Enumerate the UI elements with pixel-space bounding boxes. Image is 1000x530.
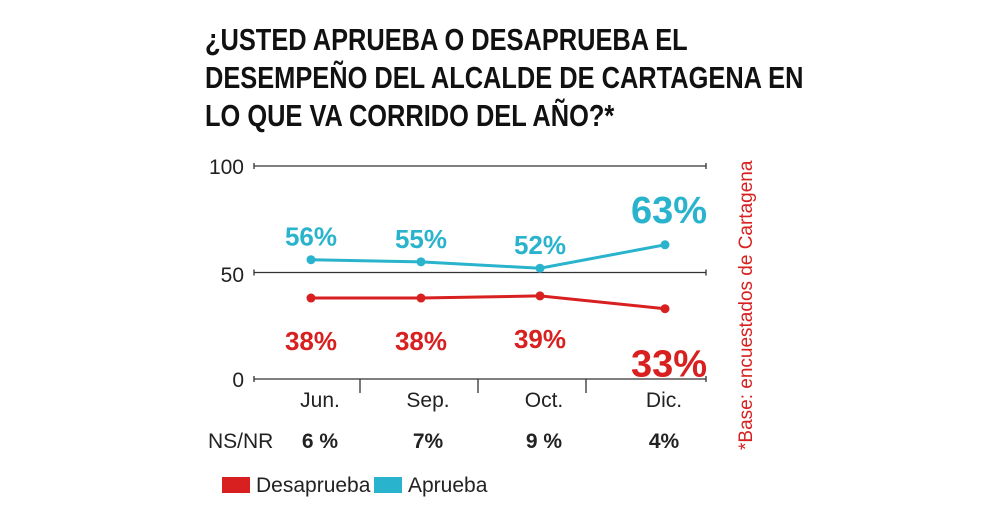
data-label: 56% (285, 222, 337, 252)
base-note: *Base: encuestados de Cartagena (736, 160, 757, 450)
legend-label-desaprueba: Desaprueba (256, 474, 371, 497)
data-label: 33% (631, 344, 707, 386)
x-tick-oct: Oct. (525, 389, 564, 412)
y-tick-0: 0 (232, 369, 244, 392)
y-axis: 100 50 0 (209, 156, 244, 392)
nsnr-value: 7% (413, 430, 444, 453)
title-line-2: DESEMPEÑO DEL ALCALDE DE CARTAGENA EN (205, 61, 803, 96)
chart-title: ¿USTED APRUEBA O DESAPRUEBA EL DESEMPEÑO… (205, 23, 803, 134)
y-tick-100: 100 (209, 156, 244, 179)
data-point (660, 240, 670, 250)
data-label: 52% (514, 230, 566, 260)
x-tick-sep: Sep. (406, 389, 449, 412)
data-point (416, 257, 426, 267)
data-label: 38% (395, 326, 447, 356)
data-point (535, 291, 545, 301)
data-label: 38% (285, 326, 337, 356)
nsnr-value: 4% (649, 430, 680, 453)
series-line (311, 294, 666, 311)
nsnr-value: 9 % (526, 430, 563, 453)
series-aprueba: 56% 55% 52% 63% (285, 190, 707, 273)
x-tick-jun: Jun. (300, 389, 340, 412)
title-line-1: ¿USTED APRUEBA O DESAPRUEBA EL (205, 23, 688, 58)
y-tick-50: 50 (221, 264, 244, 287)
data-label: 39% (514, 324, 566, 354)
title-line-3: LO QUE VA CORRIDO DEL AÑO?* (205, 99, 614, 134)
series-desaprueba: 38% 38% 39% 33% (285, 291, 707, 386)
data-point (306, 293, 316, 303)
data-label: 63% (631, 190, 707, 232)
legend-swatch-desaprueba (222, 477, 250, 493)
data-point (416, 293, 426, 303)
x-axis: Jun. Sep. Oct. Dic. (300, 389, 682, 412)
legend: Desaprueba Aprueba (222, 474, 488, 497)
grid (253, 163, 707, 393)
nsnr-row: NS/NR 6 % 7% 9 % 4% (208, 430, 679, 453)
data-point (660, 304, 670, 314)
x-tick-dic: Dic. (646, 389, 682, 412)
data-point (535, 263, 545, 273)
nsnr-label: NS/NR (208, 430, 273, 453)
data-point (306, 255, 316, 265)
legend-swatch-aprueba (374, 477, 402, 493)
data-label: 55% (395, 224, 447, 254)
nsnr-value: 6 % (302, 430, 339, 453)
series-line (310, 243, 666, 270)
legend-label-aprueba: Aprueba (408, 474, 488, 497)
series: 56% 55% 52% 63% 38% 38% 39% 33% (285, 190, 707, 386)
